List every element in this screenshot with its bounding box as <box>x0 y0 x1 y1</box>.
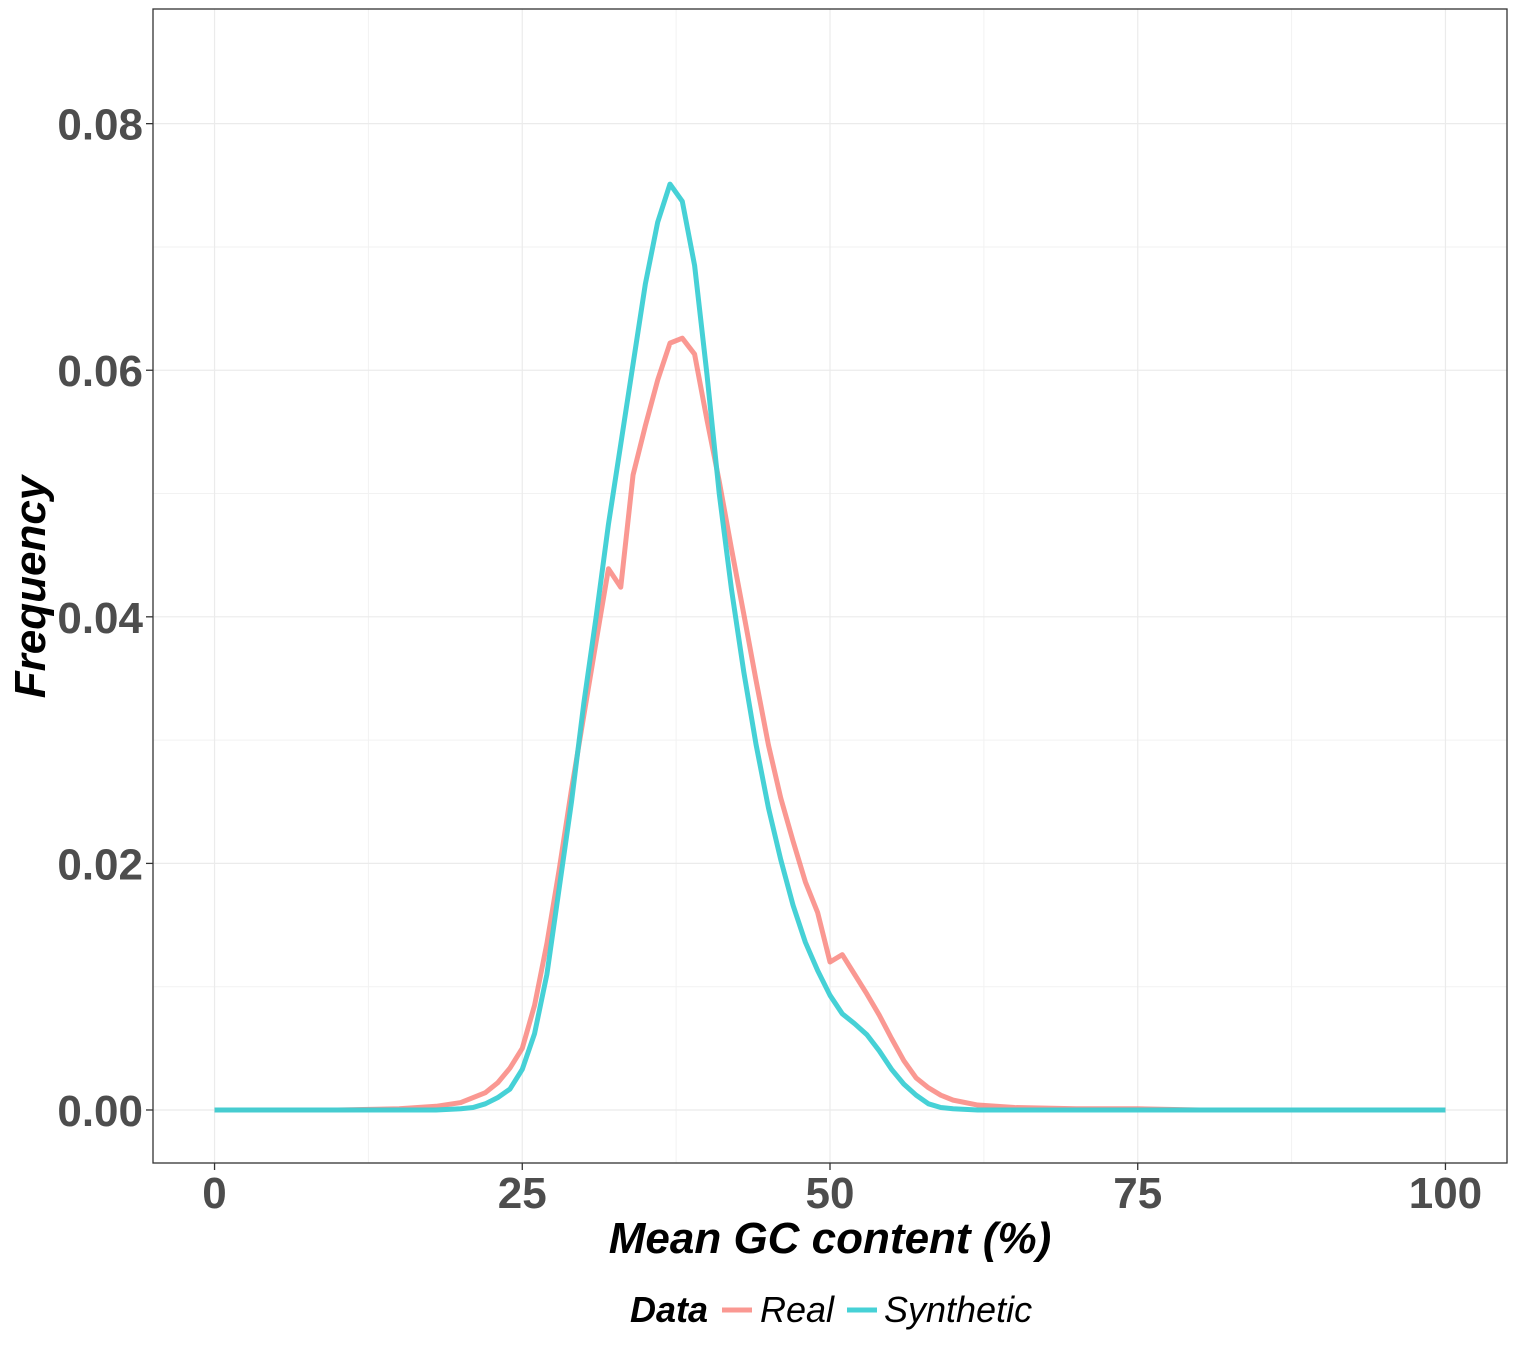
x-tick-label: 25 <box>498 1169 547 1218</box>
x-axis-title: Mean GC content (%) <box>609 1214 1051 1263</box>
x-tick-label: 100 <box>1409 1169 1482 1218</box>
y-axis-ticks: 0.00 0.02 0.04 0.06 0.08 <box>57 101 153 1136</box>
legend-label-real: Real <box>760 1289 835 1330</box>
y-tick-label: 0.08 <box>57 101 143 150</box>
x-tick-label: 50 <box>806 1169 855 1218</box>
x-tick-label: 75 <box>1113 1169 1162 1218</box>
y-tick-label: 0.02 <box>57 840 143 889</box>
x-axis-ticks: 0 25 50 75 100 <box>202 1163 1482 1218</box>
y-tick-label: 0.00 <box>57 1087 143 1136</box>
y-tick-label: 0.06 <box>57 347 143 396</box>
legend: Data Real Synthetic <box>630 1289 1032 1330</box>
x-tick-label: 0 <box>202 1169 226 1218</box>
legend-label-synthetic: Synthetic <box>884 1289 1032 1330</box>
legend-title: Data <box>630 1289 708 1330</box>
series-lines <box>214 181 1446 1113</box>
y-tick-label: 0.04 <box>57 594 143 643</box>
y-axis-title: Frequency <box>6 473 55 698</box>
series-line-real <box>214 335 1446 1113</box>
series-line-synthetic <box>214 181 1446 1113</box>
